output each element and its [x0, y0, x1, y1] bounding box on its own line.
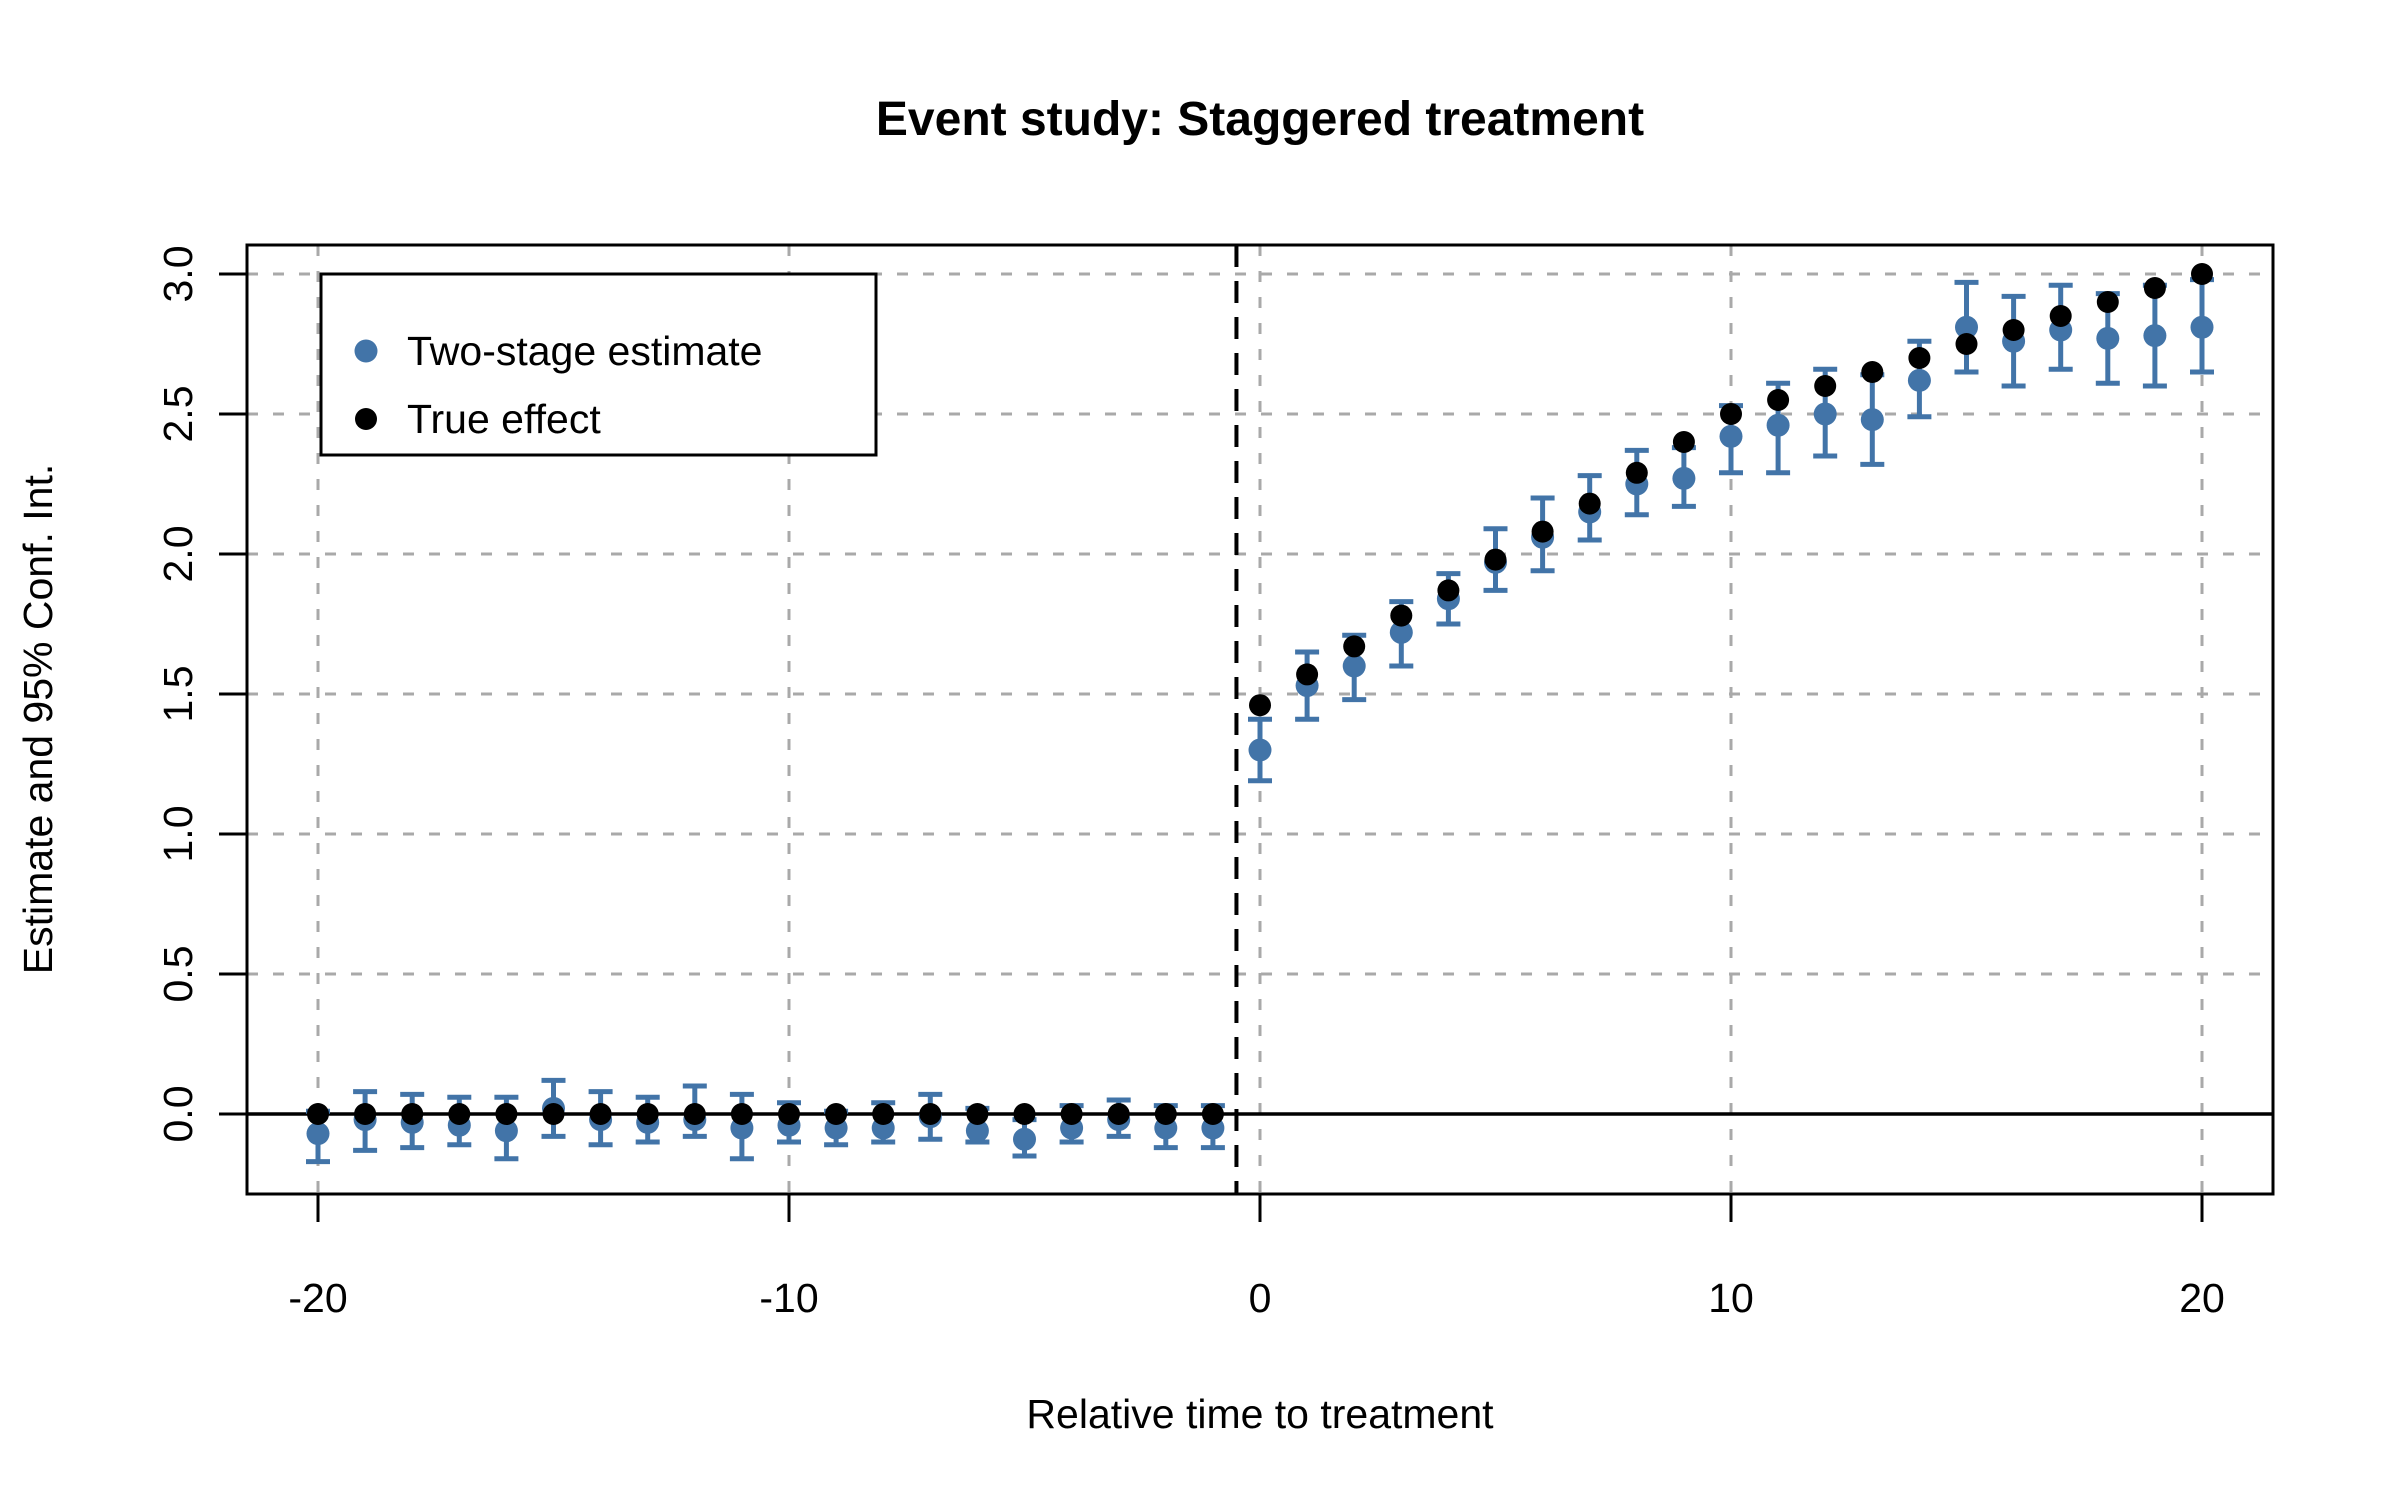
two-stage-point [2143, 324, 2167, 348]
two-stage-point [1013, 1127, 1036, 1151]
y-tick-label: 1.5 [155, 666, 201, 723]
true-effect-point [2096, 291, 2119, 313]
two-stage-point [1860, 408, 1884, 432]
x-axis-title: Relative time to treatment [1026, 1391, 1494, 1437]
true-effect-point [1060, 1103, 1083, 1125]
two-stage-point [1719, 424, 1743, 448]
true-effect-point [1107, 1103, 1130, 1125]
y-tick-label: 1.0 [155, 806, 201, 863]
legend: Two-stage estimate True effect [319, 272, 878, 457]
true-effect-point [1296, 663, 1319, 686]
y-tick-label: 2.0 [155, 526, 201, 583]
x-tick-label: 0 [1249, 1275, 1272, 1321]
true-effect-point [2143, 277, 2166, 299]
true-effect-point [1908, 347, 1931, 369]
reference-lines [247, 245, 2273, 1194]
two-stage-point [1342, 654, 1366, 678]
true-effect-point [778, 1103, 800, 1125]
true-effect-point [542, 1103, 565, 1125]
true-effect-point [1814, 375, 1837, 397]
series-true-effect [307, 263, 2213, 1125]
true-effect-point [872, 1103, 895, 1125]
true-effect-point [683, 1103, 706, 1125]
two-stage-point [1389, 620, 1413, 644]
x-tick-label: -10 [759, 1275, 818, 1321]
two-stage-point [1672, 466, 1696, 490]
y-tick-label: 2.5 [155, 386, 201, 443]
true-effect-point [825, 1103, 848, 1125]
true-effect-point [1484, 548, 1507, 571]
true-effect-point [1955, 333, 1978, 355]
true-effect-point [448, 1103, 471, 1125]
legend-label-true-effect: True effect [407, 396, 601, 442]
two-stage-point [1766, 413, 1790, 437]
true-effect-point [1390, 604, 1413, 627]
y-tick-label: 0.5 [155, 946, 201, 1003]
true-effect-point [966, 1103, 989, 1125]
true-effect-point [2049, 305, 2072, 327]
chart-title: Event study: Staggered treatment [876, 93, 1644, 146]
true-effect-point [307, 1103, 329, 1125]
true-effect-point [1154, 1103, 1177, 1125]
true-effect-point [354, 1103, 377, 1125]
true-effect-point [2191, 263, 2213, 285]
two-stage-point [1955, 315, 1978, 339]
true-effect-point [1720, 403, 1742, 425]
y-tick-label: 3.0 [155, 246, 201, 303]
true-effect-point [1013, 1103, 1036, 1125]
true-effect-point [495, 1103, 518, 1125]
true-effect-point [1437, 579, 1460, 602]
true-effect-point [401, 1103, 424, 1125]
true-effect-point [730, 1103, 753, 1125]
two-stage-point [965, 1119, 989, 1143]
two-stage-point [1907, 368, 1931, 392]
true-effect-point [1531, 520, 1554, 543]
x-tick-label: 20 [2179, 1275, 2225, 1321]
x-tick-label: -20 [288, 1275, 347, 1321]
two-stage-point [1813, 402, 1837, 426]
two-stage-point [1248, 738, 1272, 762]
true-effect-point [1249, 694, 1271, 717]
y-axis-title: Estimate and 95% Conf. Int. [15, 464, 61, 975]
true-effect-point [1625, 461, 1648, 484]
two-stage-point [306, 1122, 330, 1146]
two-stage-point [494, 1119, 518, 1143]
two-stage-point [2096, 326, 2120, 350]
legend-marker-two-stage [354, 339, 378, 363]
axes-ticks: -20 -10 0 10 20 0.0 0.5 1.0 1.5 2.0 2.5 3.0 [155, 246, 2225, 1322]
true-effect-point [1861, 361, 1884, 383]
legend-box [319, 272, 878, 457]
true-effect-point [589, 1103, 612, 1125]
two-stage-point [2190, 315, 2214, 339]
true-effect-point [2002, 319, 2025, 341]
true-effect-point [636, 1103, 659, 1125]
legend-marker-true-effect [355, 408, 377, 430]
plot-border [245, 243, 2275, 1196]
true-effect-point [1201, 1103, 1224, 1125]
legend-label-two-stage: Two-stage estimate [407, 328, 763, 374]
x-tick-label: 10 [1708, 1275, 1754, 1321]
true-effect-point [1578, 492, 1601, 515]
y-tick-label: 0.0 [155, 1086, 201, 1143]
data-series [306, 263, 2214, 1165]
true-effect-point [1672, 431, 1695, 453]
true-effect-point [1343, 635, 1366, 658]
true-effect-point [1767, 389, 1790, 411]
true-effect-point [919, 1103, 942, 1125]
